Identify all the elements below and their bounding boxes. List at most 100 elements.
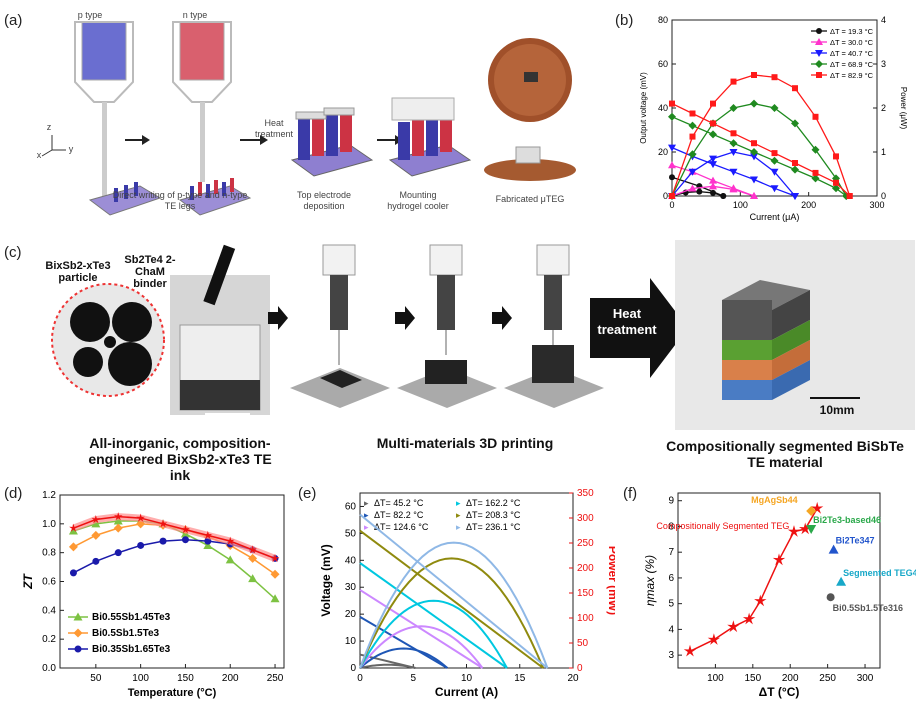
voltage-point: [689, 110, 696, 117]
voltage-point: [750, 148, 758, 156]
x-tick-label: 100: [733, 200, 748, 210]
voltage-point: [770, 156, 779, 165]
legend-marker: ▸: [364, 522, 369, 532]
legend-marker: [73, 612, 83, 621]
legend-label: ΔT = 68.9 °C: [830, 60, 874, 69]
series-point: [69, 523, 78, 532]
panel-a-illustration: [41, 21, 576, 216]
series-point: [270, 569, 280, 579]
voltage-point: [730, 130, 737, 137]
x-axis-label: Current (A): [435, 685, 498, 699]
power-point: [688, 168, 697, 176]
voltage-point: [833, 179, 839, 186]
power-point: [791, 119, 799, 128]
particle-circle: [51, 283, 165, 397]
legend-label: ΔT= 236.1 °C: [466, 522, 521, 532]
heat-treatment-arrow: [590, 278, 688, 378]
voltage-point: [688, 121, 697, 130]
printer-2: [397, 244, 497, 408]
ref-label: Bi2Te347: [836, 536, 875, 546]
y-tick-label: 40: [345, 555, 357, 566]
series-point: [225, 536, 235, 545]
main-series-point: [727, 620, 740, 633]
voltage-line: [359, 529, 544, 669]
legend-label: Bi0.5Sb1.5Te3: [92, 628, 160, 639]
y-tick-label: 1.2: [42, 490, 56, 501]
x-tick-label: 100: [707, 673, 724, 684]
ref-point: [806, 506, 817, 517]
power-point: [833, 153, 839, 160]
arrow-c1: [268, 306, 288, 330]
y2-tick-label: 150: [577, 588, 594, 599]
y-tick-label: 3: [668, 650, 674, 661]
series-point: [136, 513, 145, 522]
y-tick-label: 0.4: [42, 605, 56, 616]
series-point: [270, 553, 280, 563]
y-tick-label: 20: [658, 147, 668, 157]
chart-d-zt-temperature: 50 100 150 200 250 0.0 0.2 0.4 0.6 0.8 1.0 1.2 Tempe…: [22, 490, 285, 699]
legend-label: ΔT= 208.3 °C: [466, 510, 521, 520]
main-series-point: [811, 501, 824, 514]
voltage-point: [791, 165, 799, 174]
ref-label: MgAgSb44: [751, 495, 798, 505]
y2-tick-label: 300: [577, 513, 594, 524]
top-electrode-caption: Top electrode deposition: [296, 190, 352, 211]
y2-tick-label: 50: [577, 638, 589, 649]
voltage-line: [359, 513, 549, 669]
caption-ink: All-inorganic, composition-engineered Bi…: [88, 435, 272, 483]
y-tick-label: 0: [663, 191, 668, 201]
x-tick-label: 20: [567, 673, 579, 684]
series-point: [158, 519, 168, 528]
power-point: [751, 72, 757, 78]
legend-marker: ▸: [364, 498, 369, 508]
legend-marker: ▸: [456, 522, 461, 532]
legend-label: ΔT= 162.2 °C: [466, 498, 521, 508]
panel-label-d: (d): [4, 485, 23, 502]
x-tick-label: 100: [132, 673, 149, 684]
main-series-point: [683, 644, 697, 657]
y2-tick-label: 0: [577, 663, 583, 674]
series-point: [203, 540, 213, 549]
series-point: [159, 537, 167, 545]
x-tick-label: 150: [744, 673, 761, 684]
power-point: [709, 155, 717, 163]
fabricated-utel-photo: [484, 38, 576, 181]
y2-tick-label: 4: [881, 15, 886, 25]
panel-label-f: (f): [623, 485, 638, 502]
y-tick-label: 10: [345, 636, 357, 647]
legend-marker: [815, 60, 823, 68]
power-point: [669, 193, 675, 199]
y-tick-label: 30: [345, 582, 357, 593]
panel-c-illustration: [51, 238, 915, 430]
series-point: [92, 557, 100, 565]
main-series-point: [707, 633, 721, 645]
series-point: [68, 542, 78, 552]
voltage-point: [669, 100, 675, 107]
power-curve: [359, 663, 416, 669]
legend-marker: [815, 38, 823, 45]
y-tick-label: 20: [345, 609, 357, 620]
y2-axis-label: Power (μW): [899, 87, 908, 130]
power-point: [771, 74, 778, 81]
y-axis-label: Output voltage (mV): [639, 72, 648, 144]
legend-label: ΔT = 40.7 °C: [830, 49, 874, 58]
series-point: [181, 525, 190, 534]
voltage-line: [359, 589, 484, 669]
printer-3: [504, 244, 604, 408]
power-curve: [359, 541, 549, 669]
y2-tick-label: 3: [881, 59, 886, 69]
y-tick-label: 80: [658, 15, 668, 25]
series-point: [248, 545, 257, 554]
series-point: [248, 574, 258, 583]
y-tick-label: 0.2: [42, 634, 56, 645]
power-point: [750, 192, 758, 199]
y-tick-label: 60: [658, 59, 668, 69]
power-point: [710, 189, 716, 196]
n-type-label: n type: [182, 10, 208, 20]
power-line: [671, 74, 851, 197]
power-curve: [359, 625, 484, 669]
x-axis-label: ΔT (°C): [759, 685, 800, 699]
y-tick-label: 0.0: [42, 663, 56, 674]
legend-label: Bi0.55Sb1.45Te3: [92, 612, 171, 623]
plot-frame: [677, 492, 881, 669]
